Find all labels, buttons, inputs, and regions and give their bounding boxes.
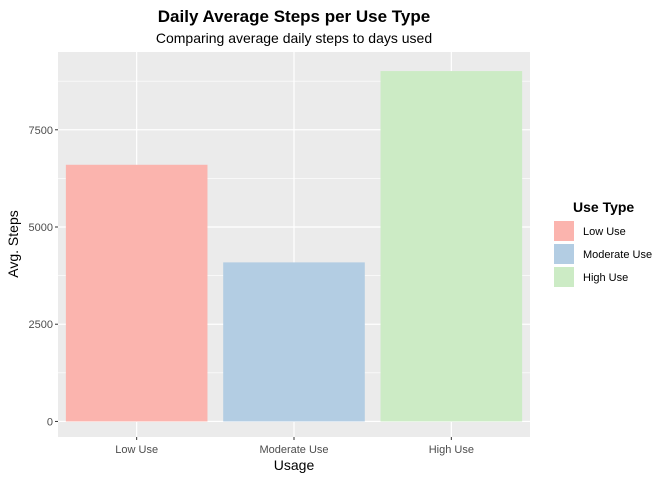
- legend-key: [554, 267, 574, 287]
- bar-moderate-use: [223, 262, 365, 422]
- y-tick-label: 5000: [29, 222, 53, 234]
- y-tick-label: 7500: [29, 125, 53, 137]
- chart-subtitle: Comparing average daily steps to days us…: [156, 30, 432, 46]
- legend-label: High Use: [583, 272, 628, 284]
- y-tick-label: 0: [47, 416, 53, 428]
- x-axis: Low Use Moderate Use High Use: [115, 437, 474, 456]
- legend-label: Low Use: [583, 226, 626, 238]
- legend-key: [554, 221, 574, 241]
- chart-title: Daily Average Steps per Use Type: [158, 7, 430, 26]
- bar-high-use: [380, 71, 523, 422]
- y-axis-title: Avg. Steps: [5, 210, 21, 277]
- legend-title: Use Type: [573, 199, 634, 215]
- x-axis-title: Usage: [274, 457, 315, 473]
- y-tick-label: 2500: [29, 319, 53, 331]
- legend: Use Type Low Use Moderate Use High Use: [554, 199, 652, 287]
- legend-key: [554, 244, 574, 264]
- x-tick-label: High Use: [429, 444, 474, 456]
- x-tick-label: Moderate Use: [259, 444, 328, 456]
- y-axis: 0 2500 5000 7500: [29, 125, 58, 428]
- x-tick-label: Low Use: [115, 444, 158, 456]
- legend-label: Moderate Use: [583, 249, 652, 261]
- bar-low-use: [65, 164, 208, 422]
- bars: [65, 71, 523, 422]
